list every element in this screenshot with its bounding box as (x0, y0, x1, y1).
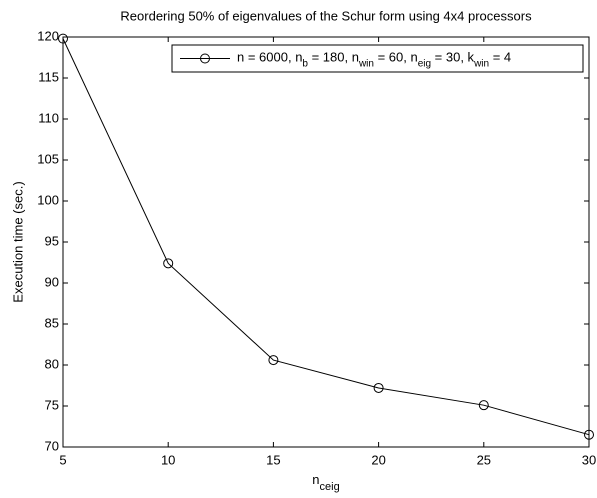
x-axis-label-sub: ceig (320, 481, 340, 493)
data-point (268, 355, 279, 366)
x-tick-label: 25 (477, 452, 491, 467)
x-tick-label: 15 (266, 452, 280, 467)
x-axis-label: nceig (312, 472, 339, 492)
series-line (62, 38, 590, 436)
data-point (163, 258, 174, 269)
y-tick-label: 90 (45, 274, 59, 289)
data-point (373, 382, 384, 393)
y-tick-label: 75 (45, 397, 59, 412)
data-point (584, 429, 594, 440)
legend-marker (200, 53, 210, 64)
y-tick-label: 80 (45, 356, 59, 371)
y-tick-label: 115 (38, 69, 59, 84)
x-axis-label-main: n (312, 472, 319, 487)
y-axis-label: Execution time (sec.) (10, 181, 25, 302)
legend-label-sub: win (358, 58, 374, 69)
legend-label-sub: eig (418, 58, 431, 69)
legend-label: n = 6000, nb = 180, nwin = 60, neig = 30… (237, 50, 511, 69)
y-tick-label: 120 (37, 28, 59, 43)
legend-label-sub: win (473, 58, 489, 69)
legend-box (171, 44, 584, 73)
x-tick-label: 30 (582, 452, 596, 467)
x-tick-label: 20 (371, 452, 385, 467)
legend-label-sub: b (302, 58, 308, 69)
legend-label-text: = 4 (489, 50, 511, 65)
data-point (58, 33, 68, 44)
legend-label-text: = 180, n (308, 50, 359, 65)
legend-label-text: n = 6000, n (237, 50, 302, 65)
y-tick-label: 85 (45, 315, 59, 330)
chart-title: Reordering 50% of eigenvalues of the Sch… (120, 8, 532, 23)
y-tick-label: 100 (37, 192, 59, 207)
y-tick-label: 70 (45, 438, 59, 453)
x-tick-label: 10 (161, 452, 175, 467)
y-tick-label: 110 (38, 110, 59, 125)
data-point (478, 400, 489, 411)
legend-label-text: = 30, k (431, 50, 474, 65)
y-tick-label: 95 (45, 233, 59, 248)
x-tick-label: 5 (59, 452, 66, 467)
y-tick-label: 105 (37, 151, 59, 166)
legend-label-text: = 60, n (374, 50, 418, 65)
